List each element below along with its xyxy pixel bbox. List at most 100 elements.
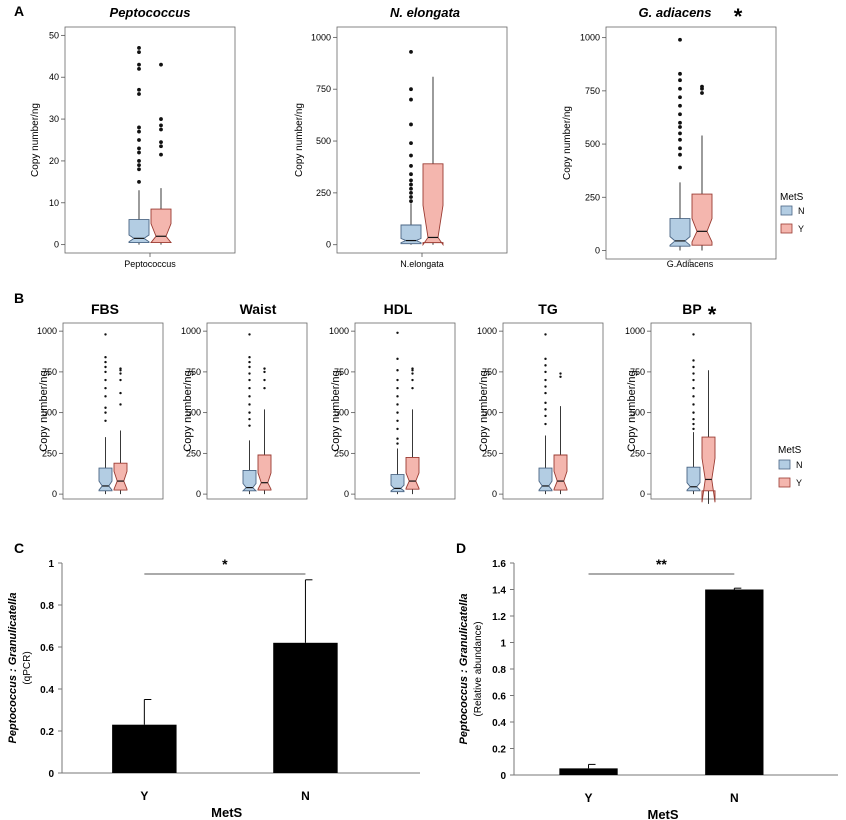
outlier-point	[137, 138, 141, 142]
outlier-point	[248, 395, 251, 398]
outlier-point	[692, 422, 695, 426]
outlier-point	[137, 159, 141, 163]
outlier-point	[544, 414, 547, 418]
y-tick-label: 0	[595, 245, 600, 255]
box-y	[150, 62, 172, 245]
outlier-point	[678, 71, 682, 76]
box-body	[113, 462, 128, 491]
outlier-point	[678, 125, 682, 129]
outlier-point	[137, 163, 141, 168]
x-category-label: Y	[140, 789, 148, 803]
outlier-point	[678, 86, 682, 91]
y-axis-label: Copy number/ng	[562, 106, 573, 180]
outlier-point	[137, 62, 141, 67]
outlier-point	[411, 386, 414, 390]
legend-swatch-y	[778, 477, 791, 488]
box-y	[691, 84, 713, 251]
y-tick-label: 0.2	[40, 727, 54, 738]
box-body	[390, 474, 405, 493]
outlier-point	[396, 419, 399, 422]
chart-A1: Peptococcus 0 10 20 30 40 50 Copy number/ng Pept…	[30, 5, 236, 269]
outlier-point	[137, 87, 141, 92]
chart-B3: HDL 0 250 500 750 1000 Copy number/ng	[329, 301, 456, 500]
legend-swatch-y	[780, 223, 793, 234]
y-tick-label: 250	[482, 448, 497, 458]
outlier-point	[692, 378, 695, 382]
outlier-point	[544, 408, 547, 411]
outlier-point	[119, 403, 122, 406]
plot-frame	[64, 26, 236, 254]
outlier-point	[678, 112, 682, 117]
significance-label: **	[656, 556, 667, 572]
outlier-point	[137, 179, 141, 184]
box-y	[422, 76, 444, 247]
legend-a: MetS N Y	[780, 192, 805, 234]
outlier-point	[104, 365, 107, 369]
y-tick-label: 0	[344, 489, 349, 499]
plot-title: Peptococcus	[110, 5, 191, 20]
x-category-label: N	[301, 789, 310, 803]
outlier-point	[409, 186, 413, 191]
box-y	[405, 367, 420, 495]
plot-frame	[206, 322, 308, 500]
outlier-point	[159, 123, 163, 128]
chart-B4: TG 0 250 500 750 1000 Copy number/ng	[477, 301, 604, 500]
outlier-point	[104, 386, 107, 390]
y-tick-label: 500	[482, 408, 497, 418]
outlier-point	[411, 378, 414, 382]
outlier-point	[409, 164, 413, 168]
outlier-point	[678, 78, 682, 83]
box-body	[405, 456, 420, 490]
plot-title: TG	[538, 301, 558, 317]
outlier-point	[104, 419, 107, 422]
y-tick-label: 250	[630, 448, 645, 458]
outlier-point	[119, 391, 122, 395]
outlier-point	[409, 199, 413, 204]
box-body	[701, 436, 716, 503]
y-axis-sublabel: (qPCR)	[22, 651, 33, 684]
y-tick-label: 0	[492, 489, 497, 499]
significance-label: *	[222, 556, 228, 572]
box-y	[257, 367, 272, 495]
chart-B2: Waist 0 250 500 750 1000 Copy number/ng	[181, 301, 308, 500]
y-tick-label: 0	[54, 240, 59, 250]
y-tick-label: 0	[500, 771, 506, 782]
x-axis-label: MetS	[648, 807, 679, 820]
x-tick-label: G.Adiacens	[667, 259, 714, 269]
outlier-point	[409, 141, 413, 146]
significance-star: *	[734, 4, 743, 29]
y-axis-label: Copy number/ng	[478, 370, 490, 451]
outlier-point	[248, 372, 251, 375]
plot-title: N. elongata	[390, 5, 460, 20]
y-tick-label: 0.6	[40, 643, 54, 654]
y-tick-label: 500	[42, 408, 57, 418]
outlier-point	[700, 91, 704, 95]
box-y	[553, 372, 568, 495]
outlier-point	[396, 331, 399, 334]
panel-letter-a: A	[14, 3, 24, 19]
chart-B1: FBS 0 250 500 750 1000 Copy number/ng	[37, 301, 164, 500]
outlier-point	[119, 378, 122, 382]
box-body	[422, 163, 444, 247]
y-tick-label: 500	[186, 408, 201, 418]
y-tick-label: 250	[585, 192, 600, 202]
plot-frame	[502, 322, 604, 500]
box-body	[128, 219, 150, 243]
x-category-label: N	[730, 791, 739, 805]
outlier-point	[104, 370, 107, 374]
y-tick-label: 500	[630, 408, 645, 418]
plot-frame	[336, 26, 508, 254]
outlier-point	[409, 97, 413, 102]
box-body	[538, 467, 553, 492]
y-tick-label: 30	[49, 114, 59, 124]
box-n	[241, 333, 258, 495]
box-y	[113, 367, 128, 495]
outlier-point	[678, 146, 682, 151]
panel-letter-c: C	[14, 540, 24, 556]
outlier-point	[263, 367, 266, 370]
outlier-point	[409, 195, 413, 199]
box-n	[686, 333, 701, 495]
y-tick-label: 40	[49, 72, 59, 82]
y-axis-label: Copy number/ng	[182, 370, 194, 451]
